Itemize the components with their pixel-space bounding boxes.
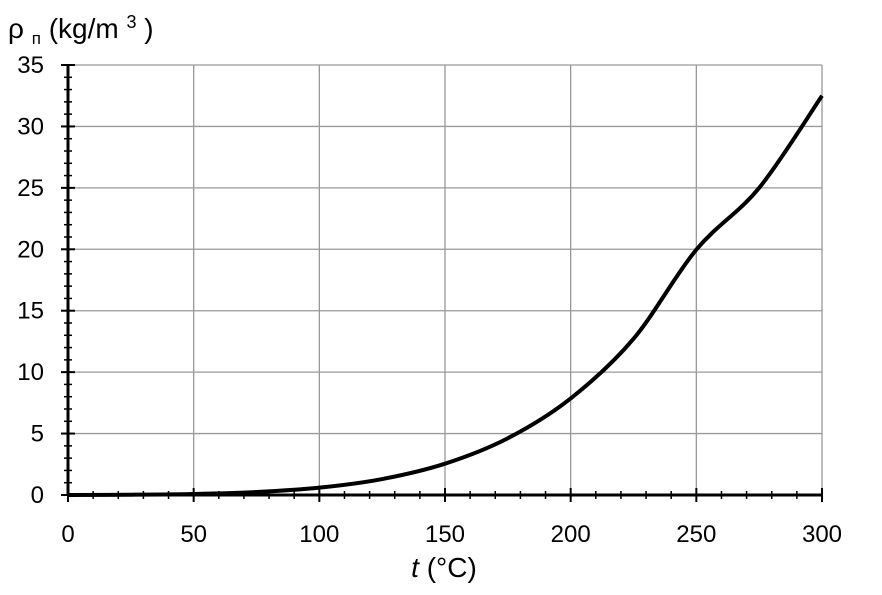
x-tick-label: 300: [802, 521, 842, 548]
x-tick-label: 100: [299, 521, 339, 548]
y-tick-label: 25: [17, 175, 44, 202]
x-tick-label: 150: [425, 521, 465, 548]
y-axis-unit-open: (kg/m: [49, 13, 119, 44]
y-axis-title: ρ п (kg/m 3 ): [8, 3, 154, 50]
y-tick-label: 30: [17, 113, 44, 140]
x-tick-label: 250: [676, 521, 716, 548]
y-axis-subscript: п: [32, 29, 41, 48]
y-tick-label: 10: [17, 359, 44, 386]
x-tick-label: 0: [61, 521, 74, 548]
x-axis-symbol: t: [411, 552, 420, 583]
tick-labels: 0 50 100 150 200 250 300 0 5 10 15 20 25 30 35: [17, 52, 842, 548]
y-axis-unit-exponent: 3: [127, 12, 137, 32]
y-tick-label: 0: [31, 482, 44, 509]
y-axis-unit-close: ): [144, 13, 153, 44]
series: [67, 94, 824, 497]
y-tick-label: 35: [17, 52, 44, 79]
x-tick-label: 50: [180, 521, 207, 548]
y-tick-label: 5: [31, 421, 44, 448]
x-axis-title: t (°C): [411, 552, 477, 583]
x-tick-label: 200: [551, 521, 591, 548]
y-tick-label: 20: [17, 236, 44, 263]
axes: [61, 64, 823, 502]
y-axis-symbol: ρ: [8, 13, 24, 44]
density-curve: [67, 94, 824, 497]
grid: [68, 64, 823, 495]
x-axis-unit: (°C): [427, 552, 477, 583]
y-tick-label: 15: [17, 298, 44, 325]
